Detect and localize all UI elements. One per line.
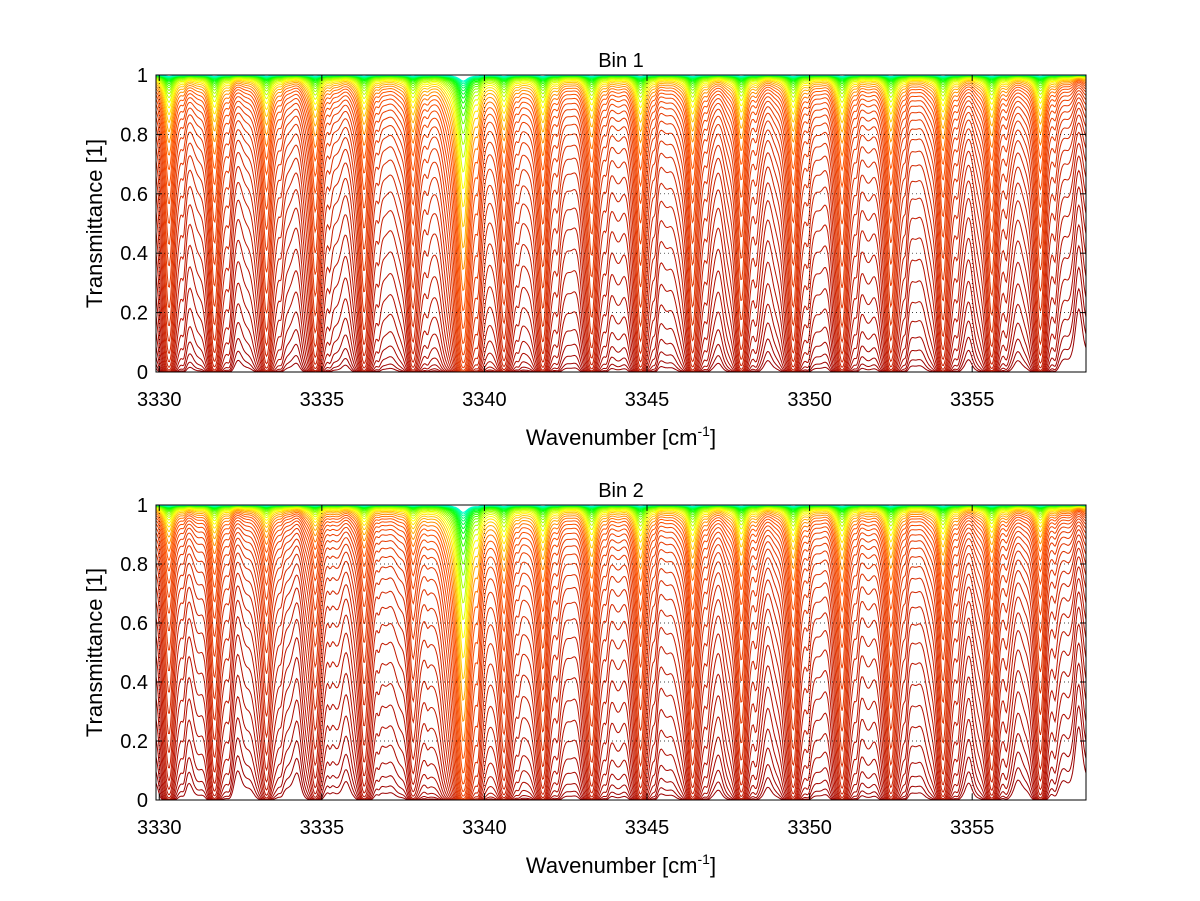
axes-box xyxy=(155,74,1087,373)
x-tick-label: 3345 xyxy=(625,389,670,411)
y-axis-label: Transmittance [1] xyxy=(82,139,107,308)
x-axis-label: Wavenumber [cm-1] xyxy=(526,851,716,878)
x-tick-label: 3340 xyxy=(462,817,507,839)
series-line xyxy=(155,547,1087,801)
series-line xyxy=(155,508,1087,742)
series-line xyxy=(155,662,1087,801)
series-line xyxy=(155,505,1087,621)
series-line xyxy=(155,506,1087,659)
y-tick-label: 0.6 xyxy=(120,613,148,635)
series-line xyxy=(155,131,1087,373)
series-line xyxy=(155,508,1087,723)
x-tick-label: 3355 xyxy=(950,817,995,839)
x-tick-label: 3335 xyxy=(300,817,345,839)
series-line xyxy=(155,641,1087,801)
y-tick-label: 0.4 xyxy=(120,243,148,265)
series-line xyxy=(155,93,1087,371)
series-line xyxy=(155,78,1087,271)
series-line xyxy=(155,577,1087,801)
series-line xyxy=(155,80,1087,312)
axes-box xyxy=(155,504,1087,801)
x-axis-label-end: ] xyxy=(710,853,716,878)
y-tick-label: 1 xyxy=(137,495,148,517)
series-line xyxy=(155,540,1087,801)
y-tick-label: 0.6 xyxy=(120,184,148,206)
y-tick-label: 0.2 xyxy=(120,731,148,753)
x-tick-label: 3330 xyxy=(137,389,182,411)
chart-title: Bin 2 xyxy=(598,480,644,502)
series-line xyxy=(155,79,1087,292)
series-line xyxy=(155,75,1087,146)
chart-title: Bin 1 xyxy=(598,50,644,72)
y-tick-label: 0.8 xyxy=(120,124,148,146)
series-line xyxy=(155,524,1087,801)
series-line xyxy=(155,77,1087,228)
series-line xyxy=(155,683,1087,801)
series-line xyxy=(155,515,1087,797)
series-line xyxy=(155,114,1087,373)
series-line xyxy=(155,506,1087,639)
x-tick-label: 3350 xyxy=(787,817,832,839)
series-line xyxy=(155,556,1087,801)
series-line xyxy=(155,505,1087,604)
x-axis-label-main: Wavenumber [cm xyxy=(526,425,698,450)
series-line xyxy=(155,142,1087,373)
x-axis-label-end: ] xyxy=(710,425,716,450)
series-line xyxy=(155,101,1087,373)
series-line xyxy=(155,606,1087,801)
y-tick-label: 0.4 xyxy=(120,672,148,694)
x-tick-label: 3355 xyxy=(950,389,995,411)
series-line xyxy=(155,87,1087,364)
x-tick-label: 3335 xyxy=(300,389,345,411)
series-line xyxy=(155,623,1087,801)
series-line xyxy=(155,81,1087,330)
series-line xyxy=(155,76,1087,173)
series-line xyxy=(155,185,1087,373)
series-line xyxy=(155,203,1087,373)
subplot-2: 3330 3335 3340 3345 3350 3355 0 0.2 0.4 0.6 0.8 1 Bi… xyxy=(82,480,1087,878)
series-line xyxy=(155,513,1087,793)
x-tick-label: 3345 xyxy=(625,817,670,839)
series-line xyxy=(155,507,1087,702)
x-axis-label-superscript: -1 xyxy=(698,423,711,439)
y-tick-label: 0.2 xyxy=(120,303,148,325)
series-line xyxy=(155,83,1087,345)
series-line xyxy=(155,90,1087,369)
series-line xyxy=(155,76,1087,190)
subplot-1: 3330 3335 3340 3345 3350 3355 0 0.2 0.4 0.6 0.8 1 Bi… xyxy=(82,50,1087,450)
series-line xyxy=(155,518,1087,800)
series-line xyxy=(155,521,1087,800)
series-line xyxy=(155,510,1087,774)
y-tick-label: 1 xyxy=(137,65,148,87)
y-axis-label: Transmittance [1] xyxy=(82,568,107,737)
x-axis-label-superscript: -1 xyxy=(698,851,711,867)
series-line xyxy=(155,509,1087,760)
series-line xyxy=(155,529,1087,801)
y-tick-label: 0 xyxy=(137,790,148,812)
series-line xyxy=(155,566,1087,801)
series-line xyxy=(155,155,1087,373)
series-line xyxy=(155,75,1087,159)
series-group xyxy=(155,504,1087,801)
x-axis-label: Wavenumber [cm-1] xyxy=(526,423,716,450)
series-line xyxy=(155,169,1087,373)
y-tick-label: 0.8 xyxy=(120,554,148,576)
y-tick-label: 0 xyxy=(137,362,148,384)
series-line xyxy=(155,506,1087,680)
series-line xyxy=(155,85,1087,356)
series-line xyxy=(155,107,1087,373)
series-line xyxy=(155,512,1087,785)
series-line xyxy=(155,534,1087,801)
series-line xyxy=(155,97,1087,372)
series-line xyxy=(155,77,1087,249)
series-group xyxy=(155,74,1087,373)
x-tick-label: 3350 xyxy=(787,389,832,411)
x-tick-label: 3340 xyxy=(462,389,507,411)
x-axis-label-main: Wavenumber [cm xyxy=(526,853,698,878)
series-line xyxy=(155,122,1087,373)
series-line xyxy=(155,590,1087,801)
x-tick-label: 3330 xyxy=(137,817,182,839)
series-line xyxy=(155,76,1087,208)
